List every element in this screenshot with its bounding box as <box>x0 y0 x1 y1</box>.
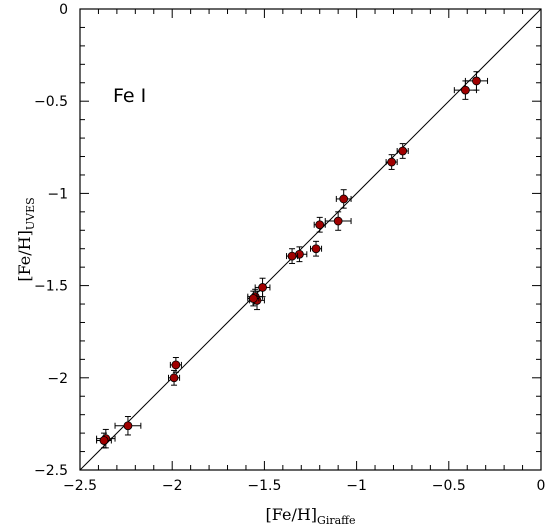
data-point <box>169 357 182 373</box>
y-tick-label: 0 <box>59 2 68 18</box>
data-point <box>313 216 326 233</box>
x-tick-label: −2.5 <box>63 478 97 494</box>
data-point <box>96 432 112 449</box>
point-marker <box>315 220 325 230</box>
point-marker <box>99 436 109 445</box>
data-point <box>324 211 352 231</box>
x-tick-label: −1.5 <box>247 478 281 494</box>
x-axis-title-main: [Fe/H] <box>266 505 318 524</box>
x-axis-title: [Fe/H]Giraffe <box>266 505 356 527</box>
data-point <box>396 143 409 159</box>
y-tick-label: −1 <box>47 186 68 202</box>
y-tick-label: −2 <box>47 371 68 387</box>
data-point <box>247 290 260 307</box>
y-tick-label: −2.5 <box>34 463 68 479</box>
data-point <box>310 240 323 257</box>
point-marker <box>169 373 179 383</box>
point-marker <box>258 283 267 292</box>
point-marker <box>339 194 349 204</box>
data-point <box>254 277 271 298</box>
point-marker <box>123 421 133 431</box>
y-axis-title-subscript: UVES <box>24 197 37 230</box>
point-marker <box>248 294 258 303</box>
point-marker <box>398 146 408 156</box>
point-marker <box>311 244 321 254</box>
y-axis-title-main: [Fe/H] <box>15 230 34 282</box>
axis-ticks <box>79 8 542 471</box>
point-marker <box>472 76 481 86</box>
plot-frame <box>79 8 542 471</box>
data-point <box>286 248 299 264</box>
y-axis-title: [Fe/H]UVES <box>15 197 37 281</box>
y-tick-label: −0.5 <box>34 94 68 110</box>
data-point <box>114 416 142 436</box>
annotation-label: Fe I <box>113 85 146 107</box>
point-marker <box>387 157 397 167</box>
tick-labels: −2.5 −2 −1.5 −1 −0.5 0 −2.5 −2 −1.5 −1 −0.5 0 <box>34 2 545 494</box>
x-tick-label: −0.5 <box>432 478 466 494</box>
x-tick-label: −2 <box>162 478 183 494</box>
data-point <box>335 189 352 209</box>
point-marker <box>171 360 181 370</box>
x-tick-label: −1 <box>346 478 367 494</box>
data-point <box>168 369 181 386</box>
data-points-layer <box>96 71 489 449</box>
data-point <box>385 154 398 170</box>
reference-line-layer <box>79 8 542 471</box>
point-marker <box>333 216 343 226</box>
x-tick-label: 0 <box>537 478 546 494</box>
one-to-one-line <box>79 8 542 471</box>
data-point <box>453 80 477 100</box>
point-marker <box>287 251 297 261</box>
point-marker <box>295 249 304 259</box>
x-axis-title-subscript: Giraffe <box>317 514 355 527</box>
y-tick-label: −1.5 <box>34 279 68 295</box>
point-marker <box>460 85 470 95</box>
